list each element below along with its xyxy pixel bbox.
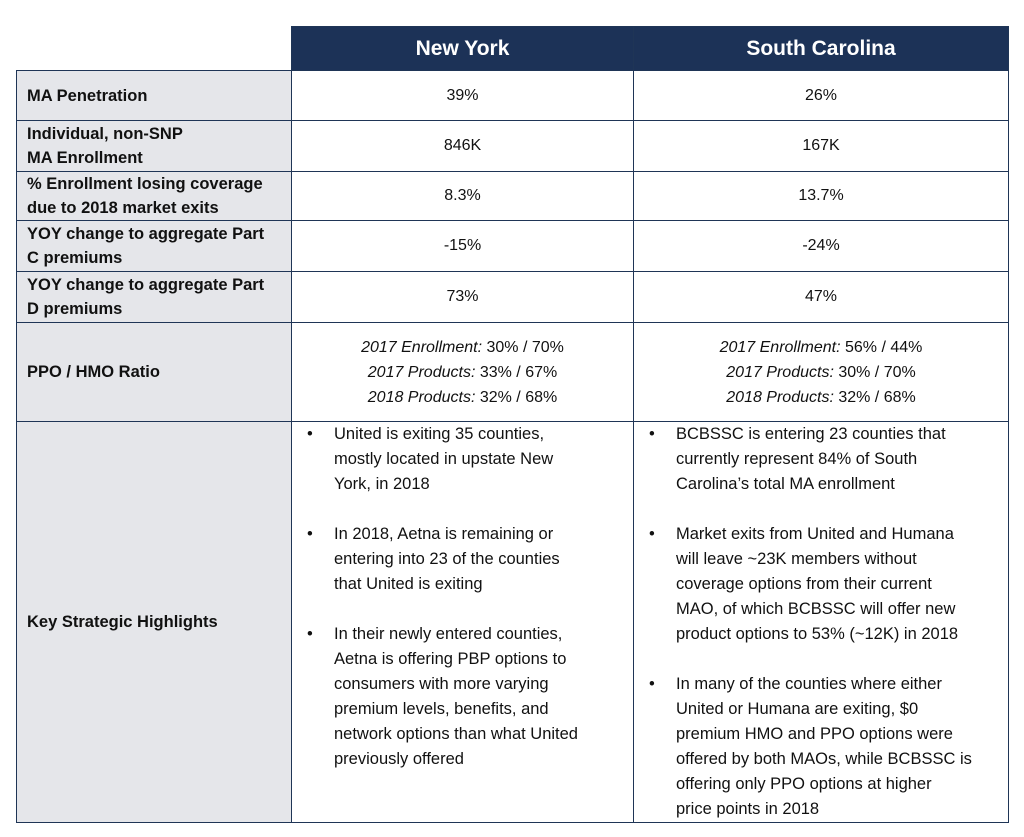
bullet-icon: • (649, 525, 655, 543)
row-label-line: MA Enrollment (27, 149, 143, 167)
row-label: Key Strategic Highlights (16, 421, 292, 823)
cell-new-york: -15% (291, 220, 634, 272)
cell-south-carolina: • BCBSSC is entering 23 counties that curr… (633, 421, 1009, 823)
ratio-key: 2017 Products: (367, 363, 476, 381)
bullet-icon: • (307, 525, 313, 543)
highlight-line: Aetna is offering PBP options to (334, 650, 567, 668)
column-header-new-york: New York (291, 26, 634, 71)
row-label-line: D premiums (27, 300, 123, 318)
highlight-line: BCBSSC is entering 23 counties that (676, 425, 946, 443)
row-label-line: YOY change to aggregate Part (27, 225, 265, 243)
ratio-line: 2017 Products: 33% / 67% (292, 360, 633, 385)
highlight-line: will leave ~23K members without (676, 550, 917, 568)
cell-south-carolina: 2017 Enrollment: 56% / 44% 2017 Products… (633, 322, 1009, 422)
ratio-key: 2018 Products: (367, 388, 476, 406)
highlight-line: network options than what United (334, 725, 578, 743)
highlight-item: • In 2018, Aetna is remaining or entering … (292, 522, 633, 597)
row-ppo-hmo-ratio: PPO / HMO Ratio 2017 Enrollment: 30% / 7… (16, 322, 1009, 422)
row-ma-penetration: MA Penetration 39% 26% (16, 70, 1009, 121)
row-key-strategic-highlights: Key Strategic Highlights • United is exit… (16, 421, 1009, 823)
cell-new-york: 2017 Enrollment: 30% / 70% 2017 Products… (291, 322, 634, 422)
row-label: MA Penetration (16, 70, 292, 121)
header-corner (17, 27, 292, 71)
row-label: % Enrollment losing coverage due to 2018… (16, 171, 292, 221)
cell-south-carolina: 13.7% (633, 171, 1009, 221)
row-label: YOY change to aggregate Part D premiums (16, 271, 292, 323)
ratio-line: 2018 Products: 32% / 68% (292, 385, 633, 410)
highlight-item: • BCBSSC is entering 23 counties that curr… (634, 422, 1008, 497)
row-label: YOY change to aggregate Part C premiums (16, 220, 292, 272)
highlight-line: mostly located in upstate New (334, 450, 554, 468)
cell-south-carolina: 26% (633, 70, 1009, 121)
highlight-line: United is exiting 35 counties, (334, 425, 545, 443)
highlight-line: currently represent 84% of South (676, 450, 918, 468)
ratio-line: 2017 Enrollment: 56% / 44% (634, 335, 1008, 360)
ratio-value: 32% / 68% (475, 388, 558, 406)
header-row: New York South Carolina (17, 26, 1009, 71)
ratio-key: 2017 Enrollment: (361, 338, 483, 356)
ratio-value: 30% / 70% (833, 363, 916, 381)
highlight-line: In their newly entered counties, (334, 625, 563, 643)
highlight-line: York, in 2018 (334, 475, 430, 493)
row-part-d-premiums: YOY change to aggregate Part D premiums … (16, 271, 1009, 323)
cell-south-carolina: 167K (633, 120, 1009, 172)
highlight-line: entering into 23 of the counties (334, 550, 560, 568)
highlight-item: • In many of the counties where either Uni… (634, 672, 1008, 822)
highlight-line: In many of the counties where either (676, 675, 942, 693)
highlight-item: • United is exiting 35 counties, mostly lo… (292, 422, 633, 497)
cell-south-carolina: 47% (633, 271, 1009, 323)
row-label: Individual, non-SNP MA Enrollment (16, 120, 292, 172)
ratio-line: 2018 Products: 32% / 68% (634, 385, 1008, 410)
row-label-line: C premiums (27, 249, 123, 267)
highlight-line: consumers with more varying (334, 675, 549, 693)
ratio-value: 32% / 68% (833, 388, 916, 406)
highlight-line: Carolina’s total MA enrollment (676, 475, 895, 493)
ratio-value: 56% / 44% (840, 338, 923, 356)
row-enrollment-losing-coverage: % Enrollment losing coverage due to 2018… (16, 171, 1009, 221)
cell-new-york: 73% (291, 271, 634, 323)
bullet-icon: • (649, 425, 655, 443)
row-label-line: Individual, non-SNP (27, 125, 183, 143)
row-label-line: YOY change to aggregate Part (27, 276, 265, 294)
row-label-line: due to 2018 market exits (27, 199, 219, 217)
bullet-icon: • (307, 425, 313, 443)
ratio-key: 2017 Enrollment: (719, 338, 841, 356)
highlights-list-south-carolina: • BCBSSC is entering 23 counties that curr… (634, 422, 1008, 822)
ratio-value: 33% / 67% (475, 363, 558, 381)
bullet-icon: • (649, 675, 655, 693)
highlight-line: MAO, of which BCBSSC will offer new (676, 600, 956, 618)
highlight-line: product options to 53% (~12K) in 2018 (676, 625, 959, 643)
highlight-line: price points in 2018 (676, 800, 820, 818)
ratio-line: 2017 Products: 30% / 70% (634, 360, 1008, 385)
cell-new-york: • United is exiting 35 counties, mostly lo… (291, 421, 634, 823)
highlight-line: previously offered (334, 750, 464, 768)
highlight-line: coverage options from their current (676, 575, 932, 593)
ratio-key: 2018 Products: (726, 388, 834, 406)
highlight-item: • In their newly entered counties, Aetna i… (292, 622, 633, 772)
row-part-c-premiums: YOY change to aggregate Part C premiums … (16, 220, 1009, 272)
bullet-icon: • (307, 625, 313, 643)
highlight-line: offering only PPO options at higher (676, 775, 932, 793)
column-header-south-carolina: South Carolina (633, 26, 1009, 71)
highlight-item: • Market exits from United and Humana will… (634, 522, 1008, 647)
ratio-line: 2017 Enrollment: 30% / 70% (292, 335, 633, 360)
row-enrollment: Individual, non-SNP MA Enrollment 846K 1… (16, 120, 1009, 172)
highlights-list-new-york: • United is exiting 35 counties, mostly lo… (292, 422, 633, 772)
highlight-line: United or Humana are exiting, $0 (676, 700, 919, 718)
cell-new-york: 8.3% (291, 171, 634, 221)
highlight-line: premium levels, benefits, and (334, 700, 549, 718)
comparison-table: New York South Carolina MA Penetration 3… (16, 26, 1009, 823)
highlight-line: that United is exiting (334, 575, 483, 593)
highlight-line: offered by both MAOs, while BCBSSC is (676, 750, 972, 768)
cell-south-carolina: -24% (633, 220, 1009, 272)
highlight-line: Market exits from United and Humana (676, 525, 954, 543)
cell-new-york: 39% (291, 70, 634, 121)
row-label: PPO / HMO Ratio (16, 322, 292, 422)
highlight-line: In 2018, Aetna is remaining or (334, 525, 554, 543)
highlight-line: premium HMO and PPO options were (676, 725, 953, 743)
ratio-value: 30% / 70% (482, 338, 564, 356)
row-label-line: % Enrollment losing coverage (27, 175, 263, 193)
ratio-key: 2017 Products: (726, 363, 834, 381)
cell-new-york: 846K (291, 120, 634, 172)
